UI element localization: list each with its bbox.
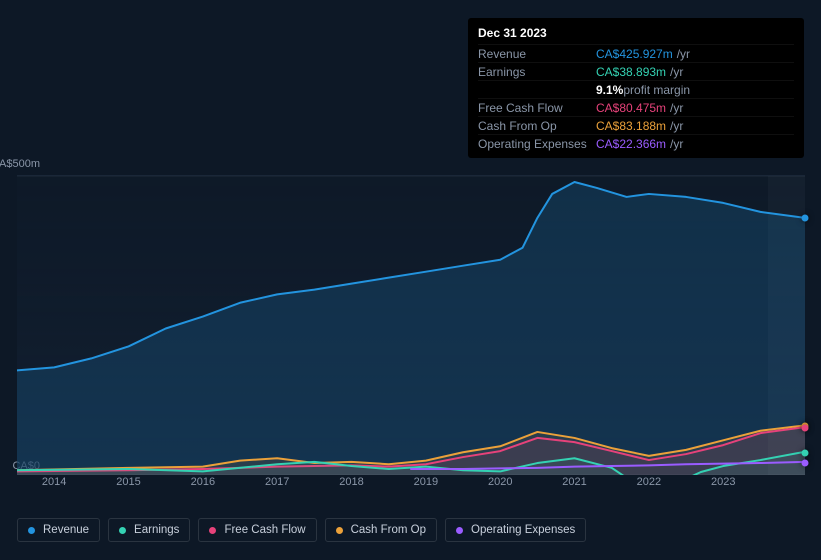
tooltip-row: RevenueCA$425.927m/yr [478,44,794,62]
x-tick: 2014 [42,476,66,488]
tooltip-row: Free Cash FlowCA$80.475m/yr [478,98,794,116]
legend-label: Earnings [134,524,179,536]
tooltip-row-value: CA$38.893m [596,65,666,79]
plot-area[interactable] [17,175,805,475]
revenue-end-dot [802,215,809,222]
tooltip-date: Dec 31 2023 [478,24,794,44]
tooltip-row-value: CA$83.188m [596,119,666,133]
legend-dot-icon [336,527,343,534]
tooltip-profit-margin: 9.1%profit margin [478,80,794,98]
chart-tooltip: Dec 31 2023 RevenueCA$425.927m/yrEarning… [468,18,804,158]
legend-dot-icon [119,527,126,534]
legend-label: Free Cash Flow [224,524,305,536]
tooltip-row-label: Free Cash Flow [478,101,596,115]
profit-margin-value: 9.1% [596,83,623,97]
x-tick: 2016 [191,476,215,488]
x-tick: 2022 [637,476,661,488]
legend: Revenue Earnings Free Cash Flow Cash From O… [17,518,586,542]
tooltip-row-label: Earnings [478,65,596,79]
tooltip-row: Cash From OpCA$83.188m/yr [478,116,794,134]
legend-item-operating_expenses[interactable]: Operating Expenses [445,518,586,542]
legend-item-earnings[interactable]: Earnings [108,518,190,542]
operating_expenses-end-dot [802,459,809,466]
tooltip-row-value: CA$425.927m [596,47,673,61]
legend-item-free_cash_flow[interactable]: Free Cash Flow [198,518,316,542]
x-tick: 2020 [488,476,512,488]
x-tick: 2015 [116,476,140,488]
tooltip-row-suffix: /yr [670,65,683,79]
legend-dot-icon [28,527,35,534]
tooltip-row-suffix: /yr [670,137,683,151]
free_cash_flow-end-dot [802,425,809,432]
tooltip-row-suffix: /yr [670,119,683,133]
tooltip-row: Operating ExpensesCA$22.366m/yr [478,134,794,152]
chart-svg [17,176,805,475]
tooltip-row-suffix: /yr [670,101,683,115]
legend-dot-icon [456,527,463,534]
legend-label: Cash From Op [351,524,426,536]
legend-label: Operating Expenses [471,524,575,536]
x-tick: 2023 [711,476,735,488]
x-tick: 2018 [339,476,363,488]
tooltip-row-label: Revenue [478,47,596,61]
x-axis: 2014 2015 2016 2017 2018 2019 2020 2021 2022 2023 [17,476,805,496]
tooltip-row-value: CA$22.366m [596,137,666,151]
x-tick: 2017 [265,476,289,488]
tooltip-row-value: CA$80.475m [596,101,666,115]
x-tick: 2019 [414,476,438,488]
profit-margin-label: profit margin [623,83,690,97]
legend-dot-icon [209,527,216,534]
legend-label: Revenue [43,524,89,536]
tooltip-row: EarningsCA$38.893m/yr [478,62,794,80]
earnings-end-dot [802,449,809,456]
x-tick: 2021 [562,476,586,488]
legend-item-revenue[interactable]: Revenue [17,518,100,542]
tooltip-row-label: Operating Expenses [478,137,596,151]
tooltip-row-label: Cash From Op [478,119,596,133]
tooltip-row-suffix: /yr [677,47,690,61]
legend-item-cash_from_op[interactable]: Cash From Op [325,518,437,542]
y-axis-label-max: CA$500m [0,158,40,170]
